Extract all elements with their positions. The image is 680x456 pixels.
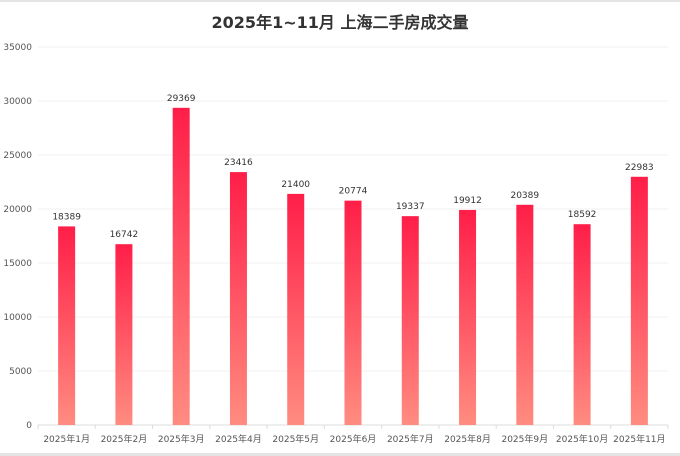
data-label: 18592 <box>568 210 597 220</box>
data-label: 16742 <box>110 230 139 240</box>
data-label: 20774 <box>339 187 368 197</box>
bar <box>573 224 591 425</box>
x-tick-label: 2025年7月 <box>387 433 434 445</box>
bar <box>58 226 76 425</box>
x-tick-label: 2025年5月 <box>272 433 319 445</box>
y-tick-label: 5000 <box>9 367 32 377</box>
data-label: 18389 <box>52 212 81 222</box>
y-tick-label: 20000 <box>3 205 32 215</box>
bar <box>172 107 190 426</box>
x-tick-label: 2025年2月 <box>101 433 148 445</box>
x-tick-label: 2025年3月 <box>158 433 205 445</box>
bar <box>229 172 247 425</box>
x-tick-label: 2025年11月 <box>613 433 665 445</box>
bar <box>516 204 534 425</box>
x-tick-label: 2025年8月 <box>444 433 491 445</box>
x-tick-label: 2025年1月 <box>43 433 90 445</box>
bar <box>401 216 419 425</box>
y-tick-label: 0 <box>26 421 32 431</box>
x-tick-label: 2025年10月 <box>556 433 608 445</box>
bar <box>115 244 133 425</box>
x-tick-label: 2025年9月 <box>501 433 548 445</box>
y-tick-label: 30000 <box>3 97 32 107</box>
chart-title: 2025年1~11月 上海二手房成交量 <box>211 13 469 32</box>
x-tick-label: 2025年6月 <box>330 433 377 445</box>
x-tick-label: 2025年4月 <box>215 433 262 445</box>
bar <box>344 200 362 425</box>
y-tick-label: 35000 <box>3 43 32 53</box>
data-label: 20389 <box>510 191 539 201</box>
data-label: 29369 <box>167 94 196 104</box>
y-tick-label: 15000 <box>3 259 32 269</box>
bar <box>630 176 648 425</box>
y-tick-label: 25000 <box>3 151 32 161</box>
data-label: 22983 <box>625 163 654 173</box>
data-label: 23416 <box>224 158 253 168</box>
y-tick-label: 10000 <box>3 313 32 323</box>
data-label: 19912 <box>453 196 482 206</box>
data-label: 21400 <box>281 180 310 190</box>
bar <box>459 209 477 425</box>
bar <box>287 193 305 425</box>
data-label: 19337 <box>396 202 425 212</box>
